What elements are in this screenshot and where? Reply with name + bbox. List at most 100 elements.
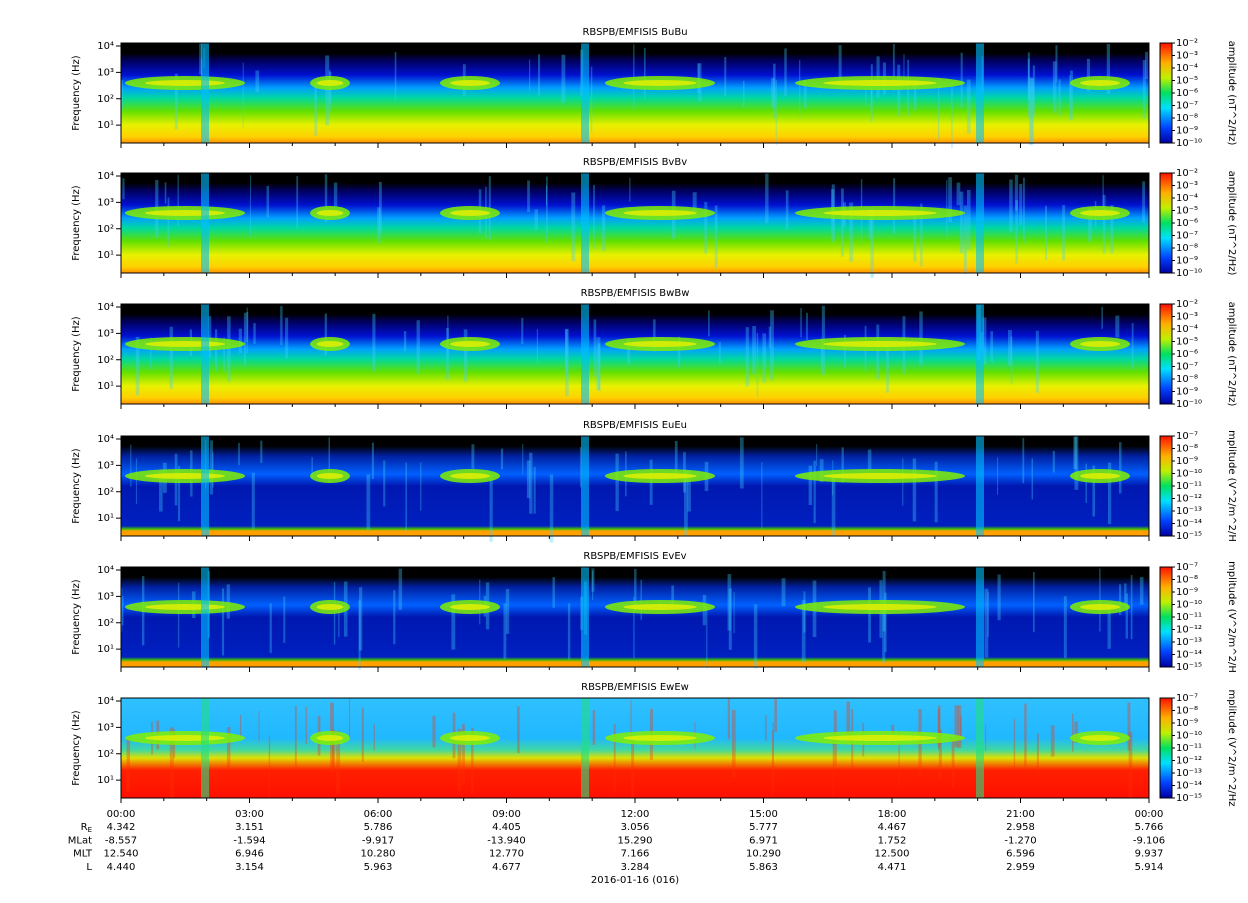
texture-stripe bbox=[359, 587, 363, 651]
texture-stripe bbox=[1107, 462, 1112, 525]
texture-stripe bbox=[471, 728, 474, 794]
texture-stripe bbox=[633, 597, 635, 659]
texture-stripe bbox=[960, 715, 962, 738]
colorbar-tick-label: 10⁻¹² bbox=[1176, 756, 1202, 767]
y-axis-label: Frequency (Hz) bbox=[71, 710, 82, 786]
event-spike bbox=[581, 304, 589, 404]
texture-stripe bbox=[987, 591, 989, 637]
event-spike bbox=[581, 436, 589, 536]
colorbar-tick-label: 10⁻² bbox=[1176, 299, 1198, 310]
texture-stripe bbox=[934, 461, 938, 523]
chorus-core bbox=[450, 80, 490, 86]
colorbar-tick-label: 10⁻¹² bbox=[1176, 625, 1202, 636]
y-tick-label: 10² bbox=[97, 749, 114, 760]
texture-stripe bbox=[771, 77, 775, 108]
texture-stripe bbox=[997, 574, 1001, 621]
texture-stripe bbox=[728, 588, 732, 650]
spectrogram-background bbox=[121, 173, 1149, 273]
texture-stripe bbox=[1074, 436, 1079, 490]
event-spike bbox=[976, 698, 984, 798]
ephemeris-value: -8.557 bbox=[105, 835, 137, 846]
texture-stripe bbox=[447, 315, 449, 355]
texture-stripe bbox=[246, 307, 248, 354]
texture-stripe bbox=[870, 208, 874, 278]
texture-stripe bbox=[1127, 702, 1131, 751]
ephemeris-value: 9.937 bbox=[1135, 849, 1164, 860]
chorus-core bbox=[145, 473, 225, 479]
texture-stripe bbox=[238, 328, 242, 354]
texture-stripe bbox=[1145, 51, 1148, 80]
texture-stripe bbox=[653, 319, 656, 352]
texture-stripe bbox=[1118, 442, 1122, 494]
ephemeris-value: 3.154 bbox=[235, 862, 264, 873]
texture-stripe bbox=[373, 724, 375, 751]
colorbar-tick-label: 10⁻⁸ bbox=[1176, 575, 1198, 586]
ephemeris-label-text: MLat bbox=[68, 835, 92, 846]
texture-stripe bbox=[405, 462, 408, 532]
chorus-core bbox=[316, 735, 344, 741]
texture-stripe bbox=[1088, 207, 1092, 242]
texture-stripe bbox=[844, 334, 846, 368]
texture-stripe bbox=[135, 458, 137, 505]
texture-stripe bbox=[1035, 330, 1039, 393]
colorbar-tick-label: 10⁻¹² bbox=[1176, 494, 1202, 505]
y-tick-label: 10¹ bbox=[97, 644, 114, 655]
texture-stripe bbox=[803, 591, 806, 633]
texture-stripe bbox=[164, 182, 167, 204]
ephemeris-value: 5.777 bbox=[749, 822, 778, 833]
colorbar-tick-label: 10⁻⁴ bbox=[1176, 193, 1198, 204]
texture-stripe bbox=[727, 574, 732, 631]
texture-stripe bbox=[1030, 78, 1034, 145]
texture-stripe bbox=[982, 317, 987, 365]
texture-stripe bbox=[253, 323, 256, 344]
texture-stripe bbox=[806, 312, 808, 340]
ephemeris-label-sub: E bbox=[88, 826, 92, 834]
texture-stripe bbox=[545, 185, 548, 206]
texture-stripe bbox=[954, 705, 959, 748]
event-spike bbox=[976, 304, 984, 404]
texture-stripe bbox=[533, 466, 536, 514]
texture-stripe bbox=[813, 460, 816, 524]
texture-stripe bbox=[727, 698, 730, 740]
panel-title: RBSPB/EMFISIS BvBv bbox=[583, 157, 687, 168]
colorbar-tick-label: 10⁻¹⁴ bbox=[1176, 781, 1202, 792]
texture-stripe bbox=[451, 594, 456, 650]
chorus-core bbox=[823, 604, 937, 610]
y-tick-label: 10¹ bbox=[97, 120, 114, 131]
colorbar-tick-label: 10⁻⁹ bbox=[1176, 387, 1198, 398]
texture-stripe bbox=[671, 585, 675, 606]
y-tick-label: 10⁴ bbox=[97, 565, 114, 576]
spectrogram bbox=[121, 436, 1149, 543]
texture-stripe bbox=[1107, 603, 1111, 649]
texture-stripe bbox=[1085, 463, 1087, 503]
texture-stripe bbox=[903, 54, 905, 87]
y-tick-label: 10¹ bbox=[97, 775, 114, 786]
y-tick-label: 10³ bbox=[97, 460, 114, 471]
texture-stripe bbox=[773, 63, 776, 119]
panel-title: RBSPB/EMFISIS EuEu bbox=[583, 420, 687, 431]
texture-stripe bbox=[169, 326, 173, 389]
colorbar-tick-label: 10⁻⁶ bbox=[1176, 88, 1198, 99]
texture-stripe bbox=[1032, 65, 1035, 117]
ephemeris-value: 12.770 bbox=[489, 849, 524, 860]
ephemeris-value: 7.166 bbox=[621, 849, 650, 860]
colorbar-tick-label: 10⁻¹⁰ bbox=[1176, 600, 1202, 611]
colorbar-label: amplitude (nT^2/Hz) bbox=[1226, 41, 1237, 146]
texture-stripe bbox=[398, 568, 403, 610]
chorus-core bbox=[145, 80, 225, 86]
texture-stripe bbox=[946, 179, 948, 237]
colorbar-tick-label: 10⁻¹³ bbox=[1176, 637, 1202, 648]
texture-stripe bbox=[808, 465, 813, 506]
texture-stripe bbox=[627, 338, 631, 365]
x-tick-label: 18:00 bbox=[878, 809, 907, 820]
texture-stripe bbox=[1074, 721, 1079, 743]
texture-stripe bbox=[565, 329, 568, 377]
colorbar-label: amplitude (nT^2/Hz) bbox=[1226, 171, 1237, 276]
ephemeris-label: MLat bbox=[68, 835, 92, 846]
ephemeris-value: -1.594 bbox=[233, 835, 265, 846]
texture-stripe bbox=[209, 440, 214, 495]
y-tick-label: 10⁴ bbox=[97, 434, 114, 445]
colorbar-tick-label: 10⁻¹³ bbox=[1176, 768, 1202, 779]
event-spike bbox=[201, 436, 209, 536]
texture-stripe bbox=[770, 310, 774, 381]
